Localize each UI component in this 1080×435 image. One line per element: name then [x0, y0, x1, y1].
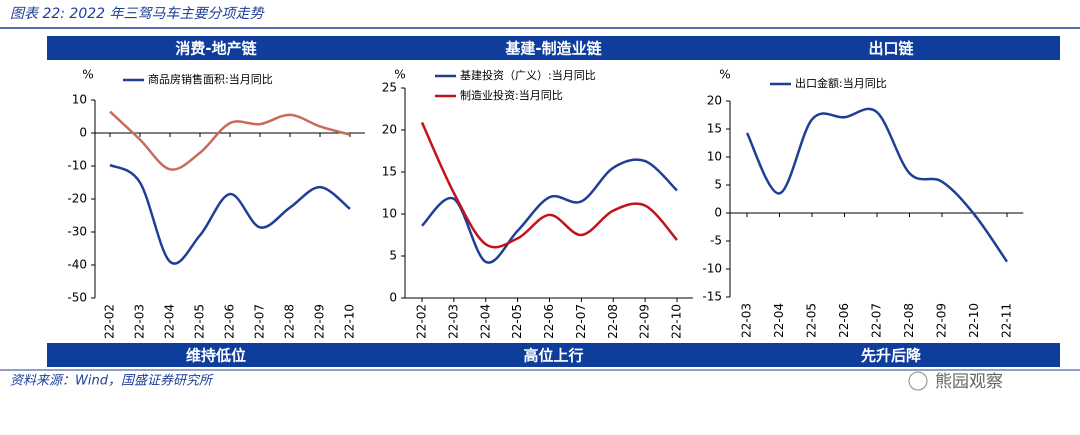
y-tick-label: 15 — [382, 165, 397, 179]
legend-label: 制造业投资:当月同比 — [460, 88, 563, 102]
legend-label: 商品房销售面积:当月同比 — [148, 72, 273, 86]
x-tick-label: 22-05 — [805, 303, 819, 338]
x-tick-label: 22-09 — [935, 303, 949, 338]
y-tick-label: 0 — [389, 291, 397, 305]
x-tick-label: 22-07 — [253, 304, 267, 339]
x-tick-label: 22-10 — [670, 304, 684, 339]
y-tick-label: 10 — [707, 150, 722, 164]
x-tick-label: 22-09 — [638, 304, 652, 339]
y-tick-label: -50 — [67, 291, 87, 305]
y-tick-label: 15 — [707, 122, 722, 136]
watermark-icon — [908, 371, 928, 391]
y-axis-label: % — [394, 68, 405, 82]
y-tick-label: 10 — [382, 207, 397, 221]
x-tick-label: 22-04 — [163, 304, 177, 339]
y-tick-label: 0 — [714, 206, 722, 220]
x-tick-label: 22-04 — [772, 303, 786, 338]
x-tick-label: 22-02 — [103, 304, 117, 339]
y-axis-label: % — [719, 68, 730, 82]
panel-annotation: 高位上行 — [523, 347, 583, 365]
series-line — [109, 163, 351, 265]
x-tick-label: 22-09 — [313, 304, 327, 339]
y-tick-label: -30 — [67, 225, 87, 239]
x-tick-label: 22-03 — [446, 304, 460, 339]
x-tick-label: 22-05 — [510, 304, 524, 339]
x-tick-label: 22-03 — [740, 303, 754, 338]
legend-label: 出口金额:当月同比 — [795, 76, 887, 90]
x-tick-label: 22-02 — [415, 304, 429, 339]
y-tick-label: -20 — [67, 192, 87, 206]
x-tick-label: 22-07 — [574, 304, 588, 339]
legend-label: 基建投资（广义）:当月同比 — [460, 68, 596, 82]
source: 资料来源：Wind，国盛证券研究所 — [10, 373, 214, 389]
x-tick-label: 22-04 — [478, 304, 492, 339]
series-line — [421, 158, 678, 264]
header-bar — [47, 36, 1060, 60]
y-tick-label: 0 — [79, 126, 87, 140]
x-tick-label: 22-10 — [343, 304, 357, 339]
x-tick-label: 22-06 — [542, 304, 556, 339]
y-tick-label: -10 — [67, 159, 87, 173]
panel-annotation: 维持低位 — [186, 347, 246, 365]
y-tick-label: 25 — [382, 81, 397, 95]
y-tick-label: 5 — [714, 178, 722, 192]
y-tick-label: 10 — [72, 93, 87, 107]
y-axis-label: % — [82, 68, 93, 82]
y-tick-label: -10 — [702, 262, 722, 276]
panel-title: 消费-地产链 — [175, 40, 257, 58]
series-line — [420, 121, 678, 249]
x-tick-label: 22-06 — [223, 304, 237, 339]
footer-bar — [47, 343, 1060, 367]
x-tick-label: 22-08 — [606, 304, 620, 339]
x-tick-label: 22-11 — [1000, 303, 1014, 338]
x-tick-label: 22-08 — [283, 304, 297, 339]
y-tick-label: 5 — [389, 249, 397, 263]
series-line — [745, 107, 1009, 263]
y-tick-label: 20 — [382, 123, 397, 137]
x-tick-label: 22-08 — [902, 303, 916, 338]
panel-annotation: 先升后降 — [861, 347, 922, 365]
x-tick-label: 22-07 — [870, 303, 884, 338]
x-tick-label: 22-03 — [133, 304, 147, 339]
panel-title: 出口链 — [868, 40, 914, 58]
watermark: 熊园观察 — [935, 372, 1003, 392]
y-tick-label: -15 — [702, 290, 722, 304]
series-line — [109, 110, 351, 171]
y-tick-label: -5 — [710, 234, 722, 248]
figure-title: 图表 22: 2022 年三驾马车主要分项走势 — [10, 6, 266, 22]
x-tick-label: 22-10 — [967, 303, 981, 338]
y-tick-label: 20 — [707, 94, 722, 108]
x-tick-label: 22-06 — [837, 303, 851, 338]
x-tick-label: 22-05 — [193, 304, 207, 339]
y-tick-label: -40 — [67, 258, 87, 272]
panel-title: 基建-制造业链 — [504, 40, 602, 58]
